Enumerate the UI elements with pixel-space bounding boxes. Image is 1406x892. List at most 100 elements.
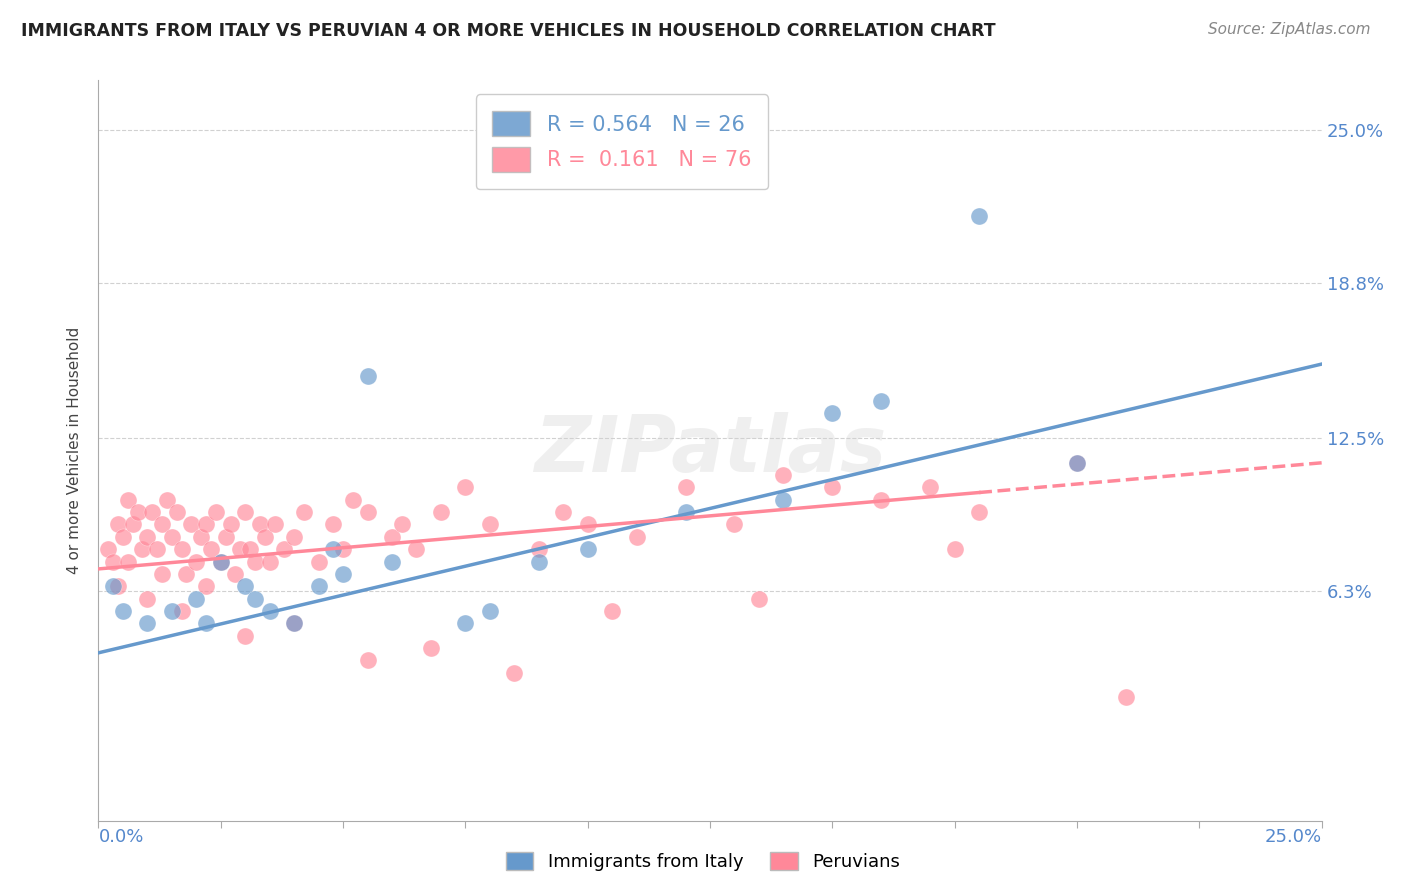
Point <box>219 517 242 532</box>
Point <box>170 604 193 618</box>
Point <box>141 505 163 519</box>
Point <box>195 616 218 631</box>
Point <box>478 604 501 618</box>
Point <box>131 542 153 557</box>
Point <box>1066 456 1088 470</box>
Point <box>233 629 256 643</box>
Point <box>967 505 990 519</box>
Point <box>127 505 149 519</box>
Point <box>821 407 844 421</box>
Point <box>478 517 501 532</box>
Point <box>356 369 378 384</box>
Point <box>209 554 232 569</box>
Legend: R = 0.564   N = 26, R =  0.161   N = 76: R = 0.564 N = 26, R = 0.161 N = 76 <box>475 95 768 189</box>
Point <box>156 492 179 507</box>
Point <box>224 566 246 581</box>
Point <box>150 517 173 532</box>
Point <box>136 616 159 631</box>
Point <box>273 542 295 557</box>
Point <box>233 505 256 519</box>
Point <box>381 554 404 569</box>
Point <box>180 517 202 532</box>
Point <box>239 542 262 557</box>
Text: 0.0%: 0.0% <box>98 828 143 846</box>
Point <box>600 604 623 618</box>
Point <box>292 505 315 519</box>
Point <box>283 616 305 631</box>
Point <box>243 591 266 606</box>
Point <box>322 517 344 532</box>
Point <box>160 530 183 544</box>
Point <box>229 542 252 557</box>
Point <box>259 554 281 569</box>
Point <box>308 554 330 569</box>
Point <box>454 616 477 631</box>
Point <box>233 579 256 593</box>
Text: 25.0%: 25.0% <box>1264 828 1322 846</box>
Point <box>308 579 330 593</box>
Point <box>150 566 173 581</box>
Point <box>195 517 218 532</box>
Point <box>186 554 208 569</box>
Point <box>243 554 266 569</box>
Point <box>170 542 193 557</box>
Point <box>772 468 794 483</box>
Text: IMMIGRANTS FROM ITALY VS PERUVIAN 4 OR MORE VEHICLES IN HOUSEHOLD CORRELATION CH: IMMIGRANTS FROM ITALY VS PERUVIAN 4 OR M… <box>21 22 995 40</box>
Point <box>527 542 550 557</box>
Text: Source: ZipAtlas.com: Source: ZipAtlas.com <box>1208 22 1371 37</box>
Text: ZIPatlas: ZIPatlas <box>534 412 886 489</box>
Point <box>160 604 183 618</box>
Point <box>675 505 697 519</box>
Point <box>117 492 139 507</box>
Point <box>772 492 794 507</box>
Point <box>920 480 942 494</box>
Point <box>1066 456 1088 470</box>
Point <box>430 505 453 519</box>
Point <box>249 517 271 532</box>
Point <box>97 542 120 557</box>
Point <box>283 530 305 544</box>
Point <box>101 579 124 593</box>
Point <box>356 653 378 667</box>
Point <box>332 542 354 557</box>
Point <box>200 542 222 557</box>
Point <box>136 591 159 606</box>
Point <box>1115 690 1137 705</box>
Point <box>454 480 477 494</box>
Point <box>342 492 364 507</box>
Point <box>967 209 990 223</box>
Point <box>748 591 770 606</box>
Point <box>870 492 893 507</box>
Point <box>259 604 281 618</box>
Point <box>723 517 745 532</box>
Point <box>166 505 188 519</box>
Point <box>576 542 599 557</box>
Point <box>111 604 134 618</box>
Legend: Immigrants from Italy, Peruvians: Immigrants from Italy, Peruvians <box>499 845 907 879</box>
Point <box>136 530 159 544</box>
Point <box>503 665 526 680</box>
Point <box>821 480 844 494</box>
Point <box>391 517 413 532</box>
Point <box>101 554 124 569</box>
Point <box>214 530 236 544</box>
Point <box>420 640 443 655</box>
Point <box>553 505 575 519</box>
Point <box>121 517 143 532</box>
Point <box>263 517 285 532</box>
Point <box>405 542 427 557</box>
Point <box>322 542 344 557</box>
Point <box>381 530 404 544</box>
Point <box>356 505 378 519</box>
Point <box>626 530 648 544</box>
Point <box>332 566 354 581</box>
Point <box>117 554 139 569</box>
Point <box>176 566 198 581</box>
Point <box>107 579 129 593</box>
Point <box>943 542 966 557</box>
Point <box>209 554 232 569</box>
Point <box>195 579 218 593</box>
Point <box>146 542 169 557</box>
Point <box>205 505 228 519</box>
Point <box>190 530 212 544</box>
